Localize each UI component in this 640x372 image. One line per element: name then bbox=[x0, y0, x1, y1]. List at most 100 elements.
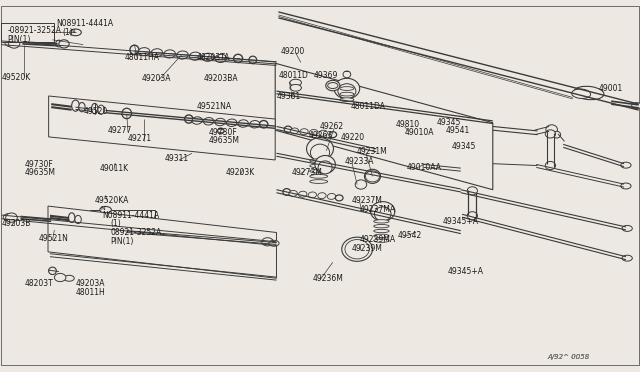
Text: 49345+A: 49345+A bbox=[443, 217, 479, 226]
Ellipse shape bbox=[374, 229, 389, 233]
Text: 49010AA: 49010AA bbox=[407, 163, 442, 172]
Ellipse shape bbox=[300, 129, 308, 135]
Ellipse shape bbox=[194, 233, 205, 241]
Ellipse shape bbox=[369, 173, 376, 180]
Ellipse shape bbox=[310, 144, 330, 161]
Ellipse shape bbox=[308, 192, 317, 198]
Ellipse shape bbox=[573, 86, 604, 100]
Bar bbox=[90, 210, 155, 246]
Circle shape bbox=[621, 183, 631, 189]
Ellipse shape bbox=[327, 193, 336, 199]
Ellipse shape bbox=[467, 212, 477, 220]
Text: PIN(1): PIN(1) bbox=[110, 237, 134, 246]
Ellipse shape bbox=[8, 39, 20, 48]
Ellipse shape bbox=[317, 193, 326, 199]
Ellipse shape bbox=[207, 234, 218, 243]
Circle shape bbox=[64, 275, 74, 281]
Ellipse shape bbox=[181, 232, 193, 240]
Ellipse shape bbox=[6, 213, 17, 222]
Ellipse shape bbox=[310, 169, 328, 173]
Text: 49011K: 49011K bbox=[99, 164, 129, 173]
Ellipse shape bbox=[545, 130, 556, 138]
Ellipse shape bbox=[289, 190, 298, 196]
Text: 49231M: 49231M bbox=[357, 147, 388, 156]
Text: 49277: 49277 bbox=[108, 126, 132, 135]
Ellipse shape bbox=[215, 118, 225, 126]
Ellipse shape bbox=[374, 234, 389, 238]
Text: (1): (1) bbox=[63, 28, 74, 37]
Ellipse shape bbox=[298, 191, 307, 197]
Text: 49010A: 49010A bbox=[404, 128, 434, 137]
Text: 48203TA: 48203TA bbox=[197, 53, 230, 62]
Ellipse shape bbox=[54, 215, 64, 224]
Text: 49271: 49271 bbox=[128, 134, 152, 143]
Text: 49541: 49541 bbox=[445, 126, 470, 135]
Text: 08921-3252A: 08921-3252A bbox=[110, 228, 161, 237]
Ellipse shape bbox=[122, 225, 131, 235]
Text: 48011DA: 48011DA bbox=[351, 102, 386, 111]
Text: 48203T: 48203T bbox=[24, 279, 53, 288]
Ellipse shape bbox=[143, 229, 154, 237]
Text: 49520K: 49520K bbox=[1, 73, 31, 82]
Text: 49203A: 49203A bbox=[142, 74, 172, 83]
Ellipse shape bbox=[315, 155, 335, 173]
Ellipse shape bbox=[204, 118, 214, 125]
Text: 48011HA: 48011HA bbox=[125, 53, 160, 62]
Circle shape bbox=[70, 29, 81, 36]
Text: 49635M: 49635M bbox=[209, 136, 239, 145]
Text: 49810: 49810 bbox=[396, 120, 420, 129]
Ellipse shape bbox=[329, 132, 337, 138]
Ellipse shape bbox=[343, 71, 351, 78]
Ellipse shape bbox=[164, 50, 175, 58]
Polygon shape bbox=[48, 206, 276, 278]
Text: N: N bbox=[70, 29, 76, 34]
Circle shape bbox=[632, 103, 640, 109]
Ellipse shape bbox=[350, 244, 364, 254]
Circle shape bbox=[5, 39, 18, 47]
Circle shape bbox=[3, 214, 16, 221]
Ellipse shape bbox=[371, 202, 395, 221]
Ellipse shape bbox=[326, 80, 340, 91]
Ellipse shape bbox=[122, 108, 132, 119]
Ellipse shape bbox=[319, 130, 328, 136]
Ellipse shape bbox=[284, 126, 292, 133]
Circle shape bbox=[269, 240, 279, 246]
Ellipse shape bbox=[156, 230, 167, 238]
Ellipse shape bbox=[262, 238, 273, 246]
Text: 49311: 49311 bbox=[165, 154, 189, 163]
Ellipse shape bbox=[232, 236, 239, 244]
Ellipse shape bbox=[151, 49, 163, 57]
Text: 49730F: 49730F bbox=[24, 160, 53, 169]
Ellipse shape bbox=[310, 174, 328, 178]
Text: 49520: 49520 bbox=[83, 107, 108, 116]
Ellipse shape bbox=[374, 239, 389, 243]
Ellipse shape bbox=[54, 273, 66, 282]
Circle shape bbox=[621, 162, 631, 168]
Ellipse shape bbox=[334, 78, 360, 99]
Ellipse shape bbox=[310, 159, 328, 163]
Ellipse shape bbox=[234, 54, 243, 62]
Ellipse shape bbox=[318, 161, 332, 174]
Ellipse shape bbox=[75, 215, 81, 224]
Ellipse shape bbox=[56, 40, 62, 47]
Text: 49200: 49200 bbox=[280, 47, 305, 56]
Text: 49203B: 49203B bbox=[1, 219, 31, 228]
Ellipse shape bbox=[374, 207, 391, 221]
Ellipse shape bbox=[335, 195, 343, 201]
Ellipse shape bbox=[338, 84, 356, 99]
Ellipse shape bbox=[367, 172, 378, 181]
Text: 49369: 49369 bbox=[314, 71, 338, 80]
Text: 49521N: 49521N bbox=[38, 234, 68, 243]
Ellipse shape bbox=[340, 92, 354, 96]
Ellipse shape bbox=[59, 40, 69, 48]
Ellipse shape bbox=[374, 224, 389, 228]
Ellipse shape bbox=[250, 121, 260, 128]
Text: 49233A: 49233A bbox=[344, 157, 374, 166]
Ellipse shape bbox=[342, 237, 372, 261]
Ellipse shape bbox=[98, 105, 104, 115]
Ellipse shape bbox=[310, 180, 328, 183]
Ellipse shape bbox=[283, 189, 291, 195]
Circle shape bbox=[328, 83, 338, 89]
Text: 49203K: 49203K bbox=[225, 169, 255, 177]
Text: A/92^ 0058: A/92^ 0058 bbox=[547, 354, 589, 360]
